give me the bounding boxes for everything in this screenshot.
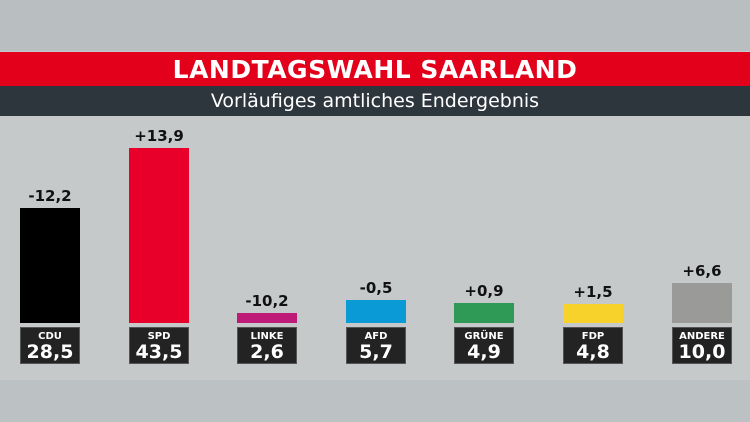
party-name: SPD	[147, 331, 171, 342]
party-name: CDU	[38, 331, 62, 342]
bar-afd	[346, 300, 406, 323]
party-value: 10,0	[678, 341, 726, 363]
party-label-box: LINKE 2,6	[237, 327, 297, 364]
change-label: +13,9	[134, 127, 184, 145]
change-label: -12,2	[28, 187, 72, 206]
party-label-box: FDP 4,8	[563, 327, 623, 364]
party-value: 5,7	[359, 341, 393, 363]
bottom-band	[0, 380, 750, 422]
bar-andere	[672, 282, 732, 323]
party-value: 4,9	[467, 341, 501, 363]
bar-fdp	[563, 303, 623, 323]
party-value: 43,5	[135, 341, 183, 363]
party-label-box: GRÜNE 4,9	[454, 327, 514, 364]
party-name: FDP	[581, 331, 605, 342]
top-band	[0, 0, 750, 51]
party-name: LINKE	[250, 331, 284, 342]
change-label: -10,2	[245, 291, 289, 310]
change-label: -0,5	[359, 279, 393, 298]
party-value: 2,6	[250, 341, 284, 363]
party-label-box: ANDERE 10,0	[672, 327, 732, 364]
bar-grüne	[454, 303, 514, 323]
change-label: +0,9	[464, 282, 504, 301]
party-value: 4,8	[576, 341, 610, 363]
bar-linke	[237, 312, 297, 323]
party-name: ANDERE	[679, 331, 725, 342]
change-label: +6,6	[682, 261, 722, 280]
party-label-box: AFD 5,7	[346, 327, 406, 364]
chart-subtitle: Vorläufiges amtliches Endergebnis	[0, 86, 750, 116]
party-name: GRÜNE	[464, 331, 504, 342]
party-value: 28,5	[26, 341, 74, 363]
party-name: AFD	[364, 331, 388, 342]
party-label-box: CDU 28,5	[20, 327, 80, 364]
chart-title: LANDTAGSWAHL SAARLAND	[0, 52, 750, 86]
bar-spd	[129, 148, 189, 323]
change-label: +1,5	[573, 282, 613, 301]
party-label-box: SPD 43,5	[129, 327, 189, 364]
bar-cdu	[20, 208, 80, 323]
